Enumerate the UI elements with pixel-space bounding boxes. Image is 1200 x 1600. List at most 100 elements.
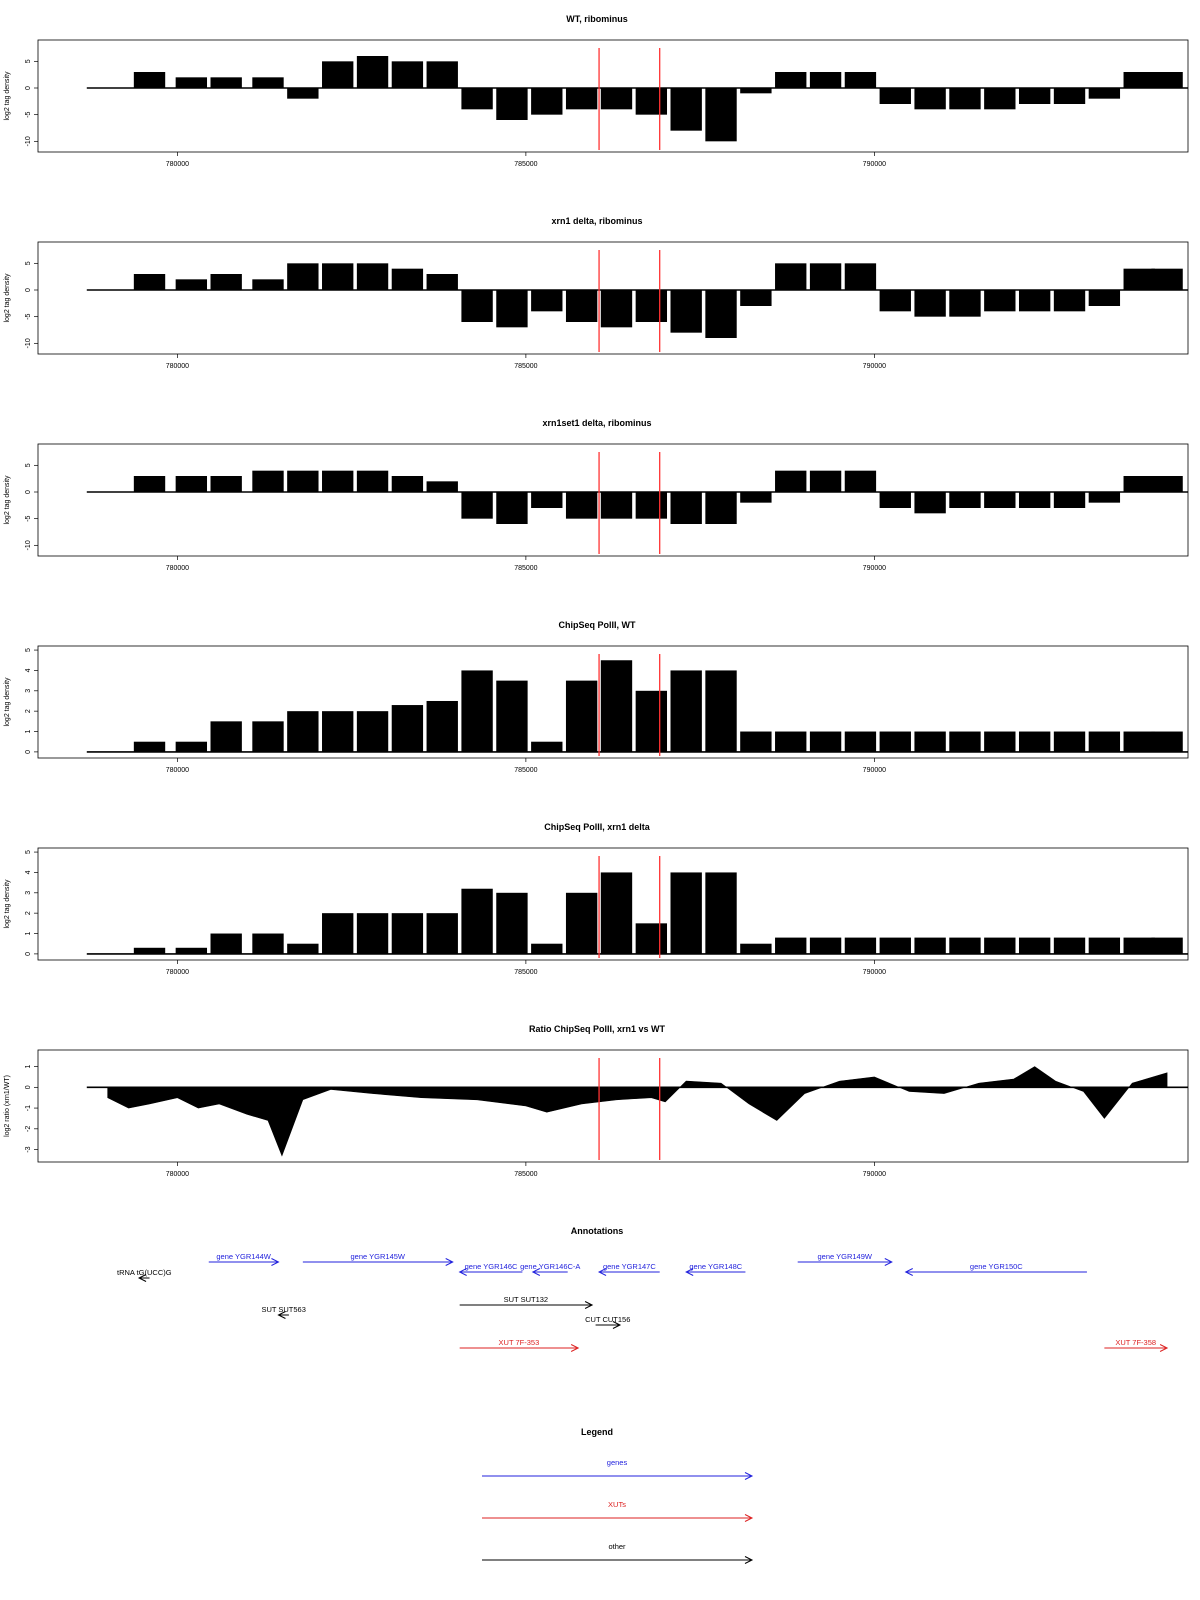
annotation-label: gene YGR147C <box>603 1262 656 1271</box>
data-bar <box>322 263 354 290</box>
data-bar <box>984 88 1016 110</box>
data-bar <box>1053 492 1086 508</box>
data-bar <box>949 88 981 110</box>
data-bar <box>252 933 284 954</box>
data-bar <box>252 470 284 492</box>
legend-entry: genes <box>482 1458 754 1480</box>
y-axis-label: log2 ratio (xrn1/WT) <box>4 1075 11 1137</box>
data-bar <box>635 690 668 752</box>
chart-panel: Ratio ChipSeq PolII, xrn1 vs WT log2 rati… <box>4 1024 1189 1178</box>
data-bar <box>531 492 563 508</box>
data-bar <box>426 274 458 290</box>
data-bar <box>565 892 598 954</box>
y-tick-label: 4 <box>25 668 32 672</box>
annotation-arrowhead <box>1159 1344 1169 1352</box>
data-bar <box>809 263 842 290</box>
data-bar <box>1018 88 1051 104</box>
chart-title: ChipSeq PolII, xrn1 delta <box>544 822 651 832</box>
data-bar <box>322 913 354 954</box>
y-tick-label: 5 <box>25 463 32 467</box>
legend-items: genes XUTs other <box>482 1458 754 1564</box>
chart-panel: ChipSeq PolII, WT log2 tag density 0 1 2 3 4 5 7… <box>4 620 1189 774</box>
annotation-label: CUT CUT156 <box>585 1315 630 1324</box>
data-bar <box>600 492 633 519</box>
data-bar <box>1018 937 1051 954</box>
data-bar <box>670 872 702 954</box>
y-tick-label: 2 <box>25 709 32 713</box>
data-bar <box>252 77 284 88</box>
data-bar <box>1088 731 1121 752</box>
y-axis-label: log2 tag density <box>4 273 11 323</box>
data-bar <box>600 660 633 752</box>
data-bar <box>914 937 946 954</box>
annotation-item: gene YGR145W <box>302 1252 454 1266</box>
data-bar <box>1088 88 1121 99</box>
data-bar <box>1151 268 1183 290</box>
x-tick-label: 780000 <box>166 363 189 370</box>
chart-panel: WT, ribominus log2 tag density -10 -5 0 5 7800… <box>4 14 1189 168</box>
legend-label: other <box>608 1542 626 1551</box>
data-bar <box>984 492 1016 508</box>
annotation-item: gene YGR144W <box>208 1252 280 1266</box>
data-bar <box>461 888 493 954</box>
data-bar <box>809 731 842 752</box>
data-bar <box>391 705 424 752</box>
data-bar <box>391 268 424 290</box>
plot-frame <box>37 241 1189 355</box>
y-tick-label: -1 <box>25 1105 32 1111</box>
data-bar <box>600 872 633 954</box>
annotation-item: gene YGR148C <box>685 1262 746 1276</box>
data-bar <box>600 290 633 328</box>
data-bar <box>133 947 166 954</box>
data-bar <box>1018 731 1051 752</box>
annotation-arrowhead <box>584 1301 594 1309</box>
annotation-item: gene YGR150C <box>904 1262 1087 1276</box>
y-tick-label: 0 <box>25 952 32 956</box>
data-bar <box>670 670 702 752</box>
data-bar <box>949 937 981 954</box>
data-bar <box>565 492 598 519</box>
data-bar <box>496 290 528 328</box>
data-bar <box>740 943 772 954</box>
y-tick-label: 0 <box>25 750 32 754</box>
y-tick-label: 2 <box>25 911 32 915</box>
data-bar <box>322 711 354 752</box>
data-bar <box>322 61 354 88</box>
data-bar <box>914 492 946 514</box>
data-bar <box>844 470 877 492</box>
data-bar <box>775 470 807 492</box>
data-bar <box>426 913 458 954</box>
data-bar <box>1018 492 1051 508</box>
data-bar <box>565 680 598 752</box>
data-bar <box>1053 88 1086 104</box>
y-axis-label: log2 tag density <box>4 879 11 929</box>
y-tick-label: -10 <box>25 540 32 550</box>
chart-panel: xrn1 delta, ribominus log2 tag density -10… <box>4 216 1189 370</box>
data-bar <box>879 88 911 104</box>
chart-title: xrn1set1 delta, ribominus <box>542 418 651 428</box>
plot-frame <box>37 39 1189 153</box>
data-bar <box>1088 937 1121 954</box>
data-bar <box>1053 731 1086 752</box>
data-bar <box>175 476 208 492</box>
data-bar <box>175 77 208 88</box>
chart-title: Ratio ChipSeq PolII, xrn1 vs WT <box>529 1024 666 1034</box>
annotation-item: SUT SUT563 <box>261 1305 306 1319</box>
data-bar <box>984 731 1016 752</box>
data-bar <box>426 700 458 752</box>
annotation-arrowhead <box>531 1268 541 1276</box>
chart-title: ChipSeq PolII, WT <box>559 620 636 630</box>
data-bar <box>984 290 1016 312</box>
data-bar <box>914 731 946 752</box>
data-bar <box>210 721 242 752</box>
data-bar <box>914 290 946 317</box>
annotation-arrowhead <box>137 1274 147 1282</box>
y-axis-label: log2 tag density <box>4 475 11 525</box>
data-bar <box>809 72 842 88</box>
chart-panel: ChipSeq PolII, xrn1 delta log2 tag densit… <box>4 822 1189 976</box>
x-tick-label: 790000 <box>863 565 886 572</box>
x-tick-label: 790000 <box>863 969 886 976</box>
annotation-item: XUT 7F-358 <box>1104 1338 1169 1352</box>
annotation-label: gene YGR144W <box>216 1252 271 1261</box>
annotations-panel: Annotations gene YGR144W gene YGR145W gene… <box>117 1226 1169 1352</box>
